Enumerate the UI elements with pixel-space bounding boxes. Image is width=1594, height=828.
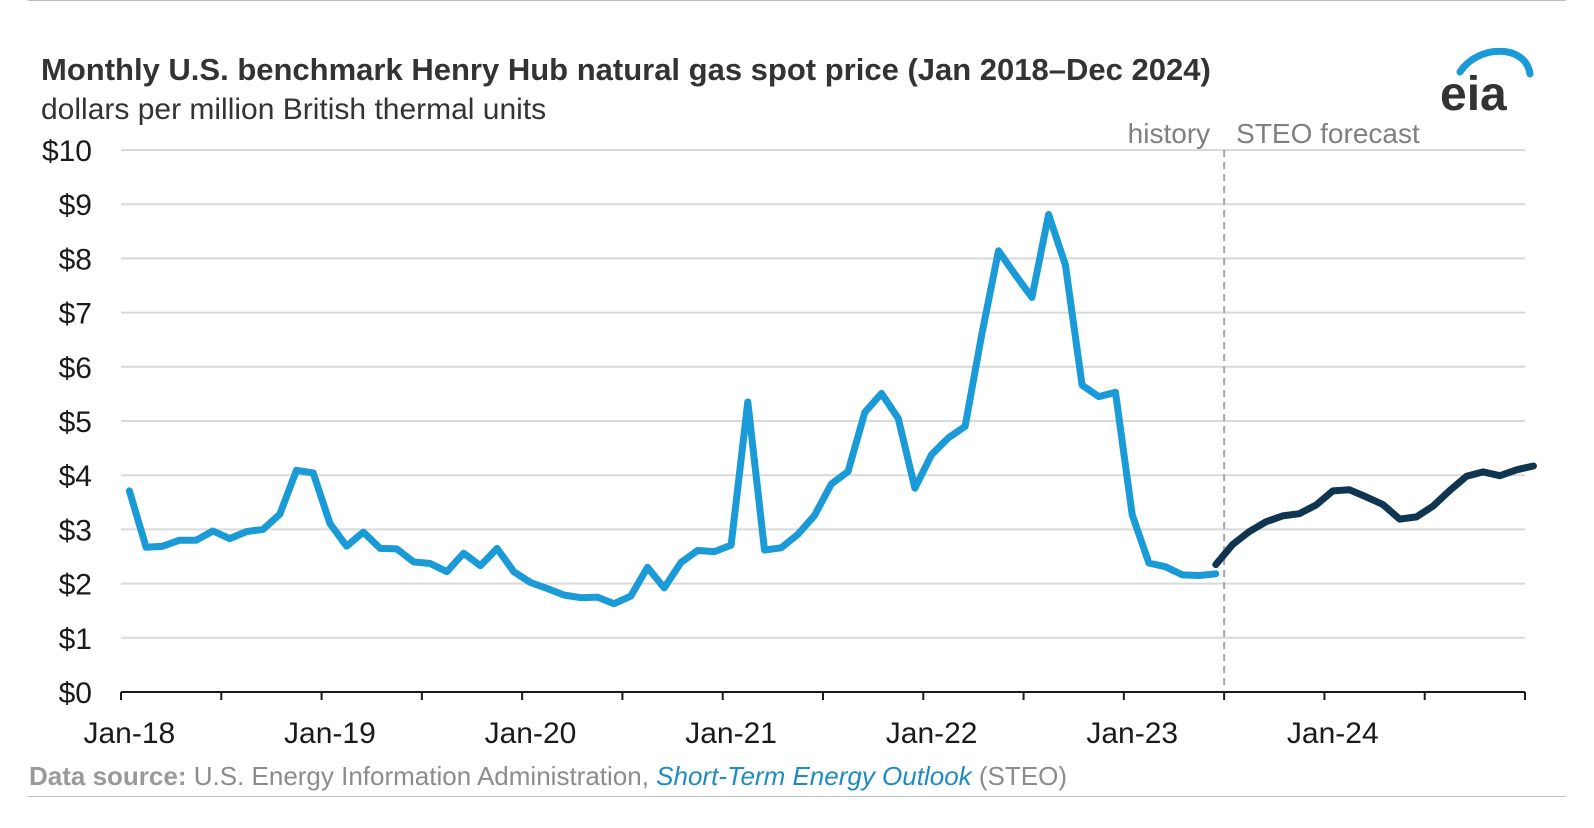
x-tick-label: Jan-23 xyxy=(1086,717,1178,750)
y-tick-label: $10 xyxy=(42,135,92,168)
chart-subtitle: dollars per million British thermal unit… xyxy=(41,93,547,126)
source-org: U.S. Energy Information Administration, xyxy=(186,761,657,791)
x-tick-label: Jan-22 xyxy=(886,717,978,750)
y-tick-label: $3 xyxy=(59,514,92,547)
x-tick-label: Jan-19 xyxy=(284,717,376,750)
grid-lines xyxy=(121,149,1525,639)
data-source: Data source: U.S. Energy Information Adm… xyxy=(29,761,1067,792)
y-tick-label: $6 xyxy=(59,352,92,385)
bottom-rule xyxy=(28,796,1566,797)
y-tick-label: $8 xyxy=(59,243,92,276)
y-tick-label: $0 xyxy=(59,677,92,710)
y-tick-label: $1 xyxy=(59,623,92,656)
x-tick-label: Jan-20 xyxy=(485,717,577,750)
x-tick-label: Jan-21 xyxy=(685,717,777,750)
chart-title: Monthly U.S. benchmark Henry Hub natural… xyxy=(41,52,1211,87)
top-rule xyxy=(28,0,1566,1)
source-publication[interactable]: Short-Term Energy Outlook xyxy=(656,761,972,791)
x-tick-label: Jan-24 xyxy=(1287,717,1379,750)
y-tick-label: $4 xyxy=(59,460,92,493)
history-annotation: history xyxy=(1128,118,1210,149)
logo-arc xyxy=(1456,48,1534,78)
x-axis-labels: Jan-18 Jan-19 Jan-20 Jan-21 Jan-22 Jan-23 Jan-… xyxy=(83,717,1378,750)
y-tick-label: $2 xyxy=(59,569,92,602)
y-tick-label: $9 xyxy=(59,189,92,222)
x-axis xyxy=(120,691,1526,700)
source-suffix: (STEO) xyxy=(971,761,1068,791)
source-label: Data source: xyxy=(29,761,187,791)
forecast-annotation: STEO forecast xyxy=(1236,118,1420,149)
y-tick-label: $5 xyxy=(59,406,92,439)
logo-text: eia xyxy=(1440,68,1507,118)
x-tick-label: Jan-18 xyxy=(83,717,175,750)
y-axis-labels: $0 $1 $2 $3 $4 $5 $6 $7 $8 $9 $10 xyxy=(42,135,92,710)
history-line xyxy=(125,211,1220,608)
series-lines xyxy=(125,211,1537,608)
y-tick-label: $7 xyxy=(59,298,92,331)
eia-logo: eia xyxy=(1440,48,1534,118)
forecast-line xyxy=(1212,462,1537,569)
price-chart: $0$1$2$3$4$5$6$7$8$9$10 Jan-18 Jan-19 Jan-… xyxy=(42,118,1537,750)
